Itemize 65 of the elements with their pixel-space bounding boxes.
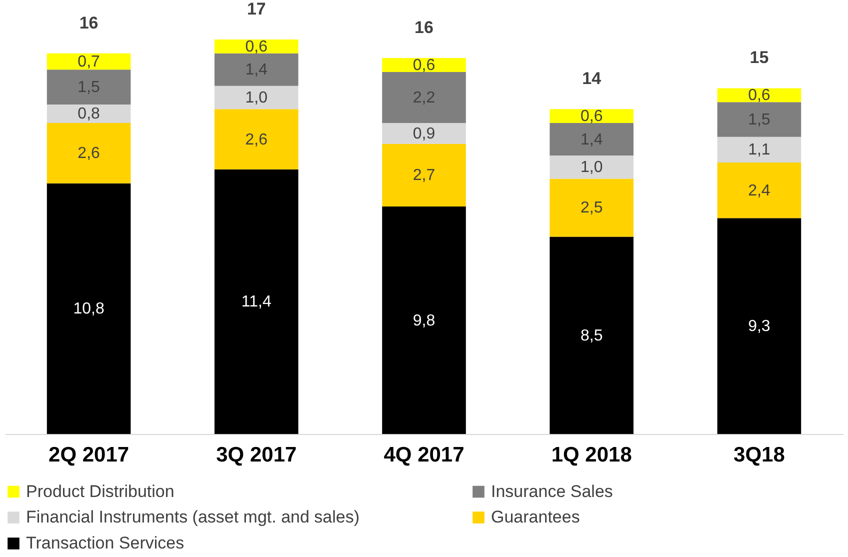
data-label: 0,6 [245, 38, 268, 56]
data-label: 2,5 [580, 200, 603, 217]
bar [717, 162, 802, 218]
data-label: 1,5 [78, 79, 100, 96]
bar [382, 72, 466, 124]
x-tick-label: 2Q 2017 [48, 444, 130, 466]
legend-label: Insurance Sales [491, 482, 613, 501]
data-label: 0,8 [78, 106, 100, 123]
total-label: 16 [79, 13, 98, 32]
x-tick-label: 4Q 2017 [384, 444, 464, 466]
data-label: 8,5 [580, 327, 603, 344]
total-label: 14 [582, 69, 602, 88]
data-label: 1,5 [748, 112, 770, 129]
data-label: 2,6 [245, 131, 268, 148]
data-label: 0,6 [412, 56, 436, 74]
bar [717, 102, 802, 137]
data-label: 1,4 [245, 62, 268, 79]
data-label: 10,8 [73, 300, 104, 318]
data-label: 1,0 [580, 159, 603, 176]
bar [214, 86, 298, 110]
bar [214, 53, 298, 86]
x-tick-label: 3Q 2017 [216, 444, 297, 466]
bar [382, 144, 466, 207]
bar [214, 39, 298, 54]
data-label: 11,4 [241, 294, 272, 311]
bar [550, 123, 634, 156]
data-label: 0,6 [580, 108, 603, 126]
bar [46, 53, 131, 70]
bar [214, 109, 298, 170]
data-label: 2,7 [412, 167, 436, 184]
data-label: 2,6 [78, 145, 100, 162]
x-tick-label: 1Q 2018 [551, 444, 632, 466]
bar [717, 136, 802, 162]
data-label: 0,7 [78, 54, 100, 71]
data-label: 9,8 [412, 312, 436, 330]
total-label: 15 [750, 48, 769, 68]
bar [214, 169, 298, 434]
data-label: 1,0 [245, 89, 268, 106]
bar [382, 123, 466, 144]
data-label: 9,3 [748, 318, 770, 336]
bar [550, 155, 634, 179]
legend-label: Transaction Services [26, 534, 184, 552]
data-label: 2,2 [412, 89, 436, 106]
total-label: 17 [246, 0, 266, 18]
bar [46, 104, 131, 124]
bar [550, 236, 634, 434]
legend-label: Product Distribution [26, 482, 174, 501]
bar [46, 123, 131, 184]
bar [46, 183, 131, 434]
legend-label: Financial Instruments (asset mgt. and sales) [26, 508, 360, 526]
bar [46, 70, 131, 104]
bar [550, 109, 634, 124]
bar [717, 218, 802, 434]
data-label: 0,6 [748, 87, 770, 104]
bar [382, 206, 466, 434]
x-tick-label: 3Q18 [734, 444, 786, 466]
data-label: 1,4 [580, 131, 603, 148]
bar [382, 58, 466, 72]
total-label: 16 [414, 18, 434, 38]
data-label: 0,9 [412, 125, 436, 142]
data-label: 2,4 [748, 182, 770, 200]
data-label: 1,1 [748, 142, 770, 159]
legend-label: Guarantees [491, 508, 580, 526]
bar [717, 88, 802, 102]
bar [550, 178, 634, 237]
